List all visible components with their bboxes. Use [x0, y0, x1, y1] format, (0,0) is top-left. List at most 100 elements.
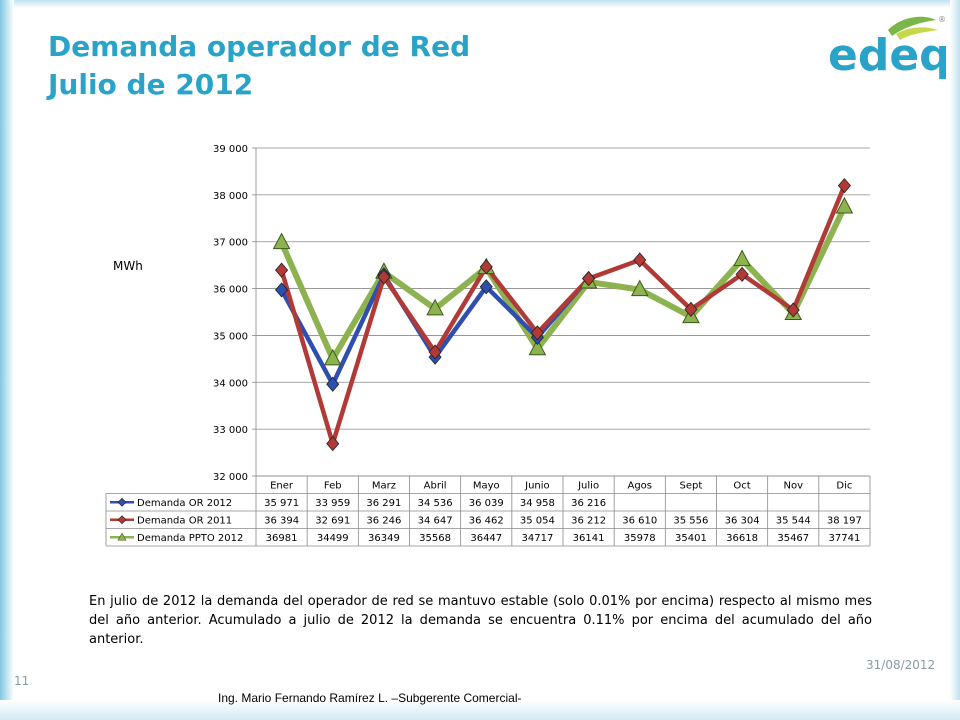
logo-leaf-yellow — [896, 27, 938, 40]
slide-date: 31/08/2012 — [866, 658, 936, 672]
legend-key-marker — [117, 515, 127, 525]
table-value-cell: 32 691 — [315, 515, 350, 526]
table-value-cell: 34499 — [317, 533, 349, 544]
x-category-label: Nov — [783, 481, 803, 492]
edeq-logo: edeq ® — [828, 15, 946, 81]
data-point-marker — [326, 436, 340, 452]
table-value-cell: 37741 — [829, 533, 861, 544]
y-tick-label: 34 000 — [213, 378, 248, 389]
table-value-cell: 36 304 — [725, 515, 760, 526]
page-number: 11 — [14, 674, 30, 688]
x-category-label: Oct — [733, 481, 750, 492]
data-point-marker — [735, 266, 749, 282]
slide-frame-right — [950, 0, 960, 720]
data-point-marker — [530, 325, 544, 341]
data-point-marker — [275, 282, 289, 298]
table-value-cell: 36 462 — [469, 515, 504, 526]
table-value-cell: 36 291 — [366, 498, 401, 509]
table-value-cell: 38 197 — [827, 515, 862, 526]
data-point-marker — [837, 178, 851, 194]
table-value-cell: 36141 — [573, 533, 605, 544]
table-value-cell: 36349 — [368, 533, 400, 544]
data-point-marker — [479, 259, 493, 275]
table-value-cell: 36 610 — [622, 515, 657, 526]
y-tick-label: 32 000 — [213, 472, 248, 483]
table-value-cell: 36447 — [470, 533, 502, 544]
data-point-marker — [275, 262, 289, 278]
logo-text: edeq — [828, 30, 946, 81]
y-tick-label: 37 000 — [213, 238, 248, 249]
x-category-label: Feb — [324, 481, 342, 492]
table-value-cell: 35 054 — [520, 515, 555, 526]
data-point-marker — [528, 338, 547, 356]
slide-frame-bottom — [0, 700, 960, 720]
chart-data-table: Ener Feb Marz Abril Mayo Junio Julio Agos Sept Oc… — [105, 475, 871, 547]
title-line-1: Demanda operador de Red — [48, 30, 471, 63]
table-value-cell: 36 216 — [571, 498, 606, 509]
table-value-cell: 34 536 — [418, 498, 453, 509]
x-category-label: Mayo — [473, 481, 500, 492]
y-tick-label: 39 000 — [213, 144, 248, 155]
table-value-cell: 36618 — [726, 533, 758, 544]
table-value-cell: 34 647 — [418, 515, 453, 526]
table-value-cell: 35467 — [777, 533, 809, 544]
logo-leaf-green — [888, 16, 936, 36]
slide-title: Demanda operador de Red Julio de 2012 — [48, 28, 470, 104]
table-value-cell: 35568 — [419, 533, 451, 544]
data-point-marker — [272, 232, 291, 250]
data-point-marker — [633, 252, 647, 268]
table-value-cell: 35401 — [675, 533, 707, 544]
slide-frame-left — [0, 0, 14, 720]
x-category-label: Junio — [524, 481, 550, 492]
legend-series-name: Demanda PPTO 2012 — [137, 533, 243, 544]
footer-author: Ing. Mario Fernando Ramírez L. –Subgeren… — [218, 691, 522, 705]
y-tick-label: 36 000 — [213, 285, 248, 296]
legend-key-marker — [117, 497, 127, 507]
y-tick-label: 38 000 — [213, 191, 248, 202]
data-point-marker — [377, 269, 391, 285]
y-tick-label: 35 000 — [213, 331, 248, 342]
table-value-cell: 36 246 — [366, 515, 401, 526]
table-value-cell: 35 556 — [673, 515, 708, 526]
data-point-marker — [582, 271, 596, 287]
title-line-2: Julio de 2012 — [48, 68, 254, 101]
legend-series-name: Demanda OR 2012 — [137, 498, 232, 509]
table-value-cell: 35 971 — [264, 498, 299, 509]
x-category-label: Abril — [424, 481, 447, 492]
data-point-marker — [786, 302, 800, 318]
y-axis-label: MWh — [113, 259, 143, 273]
summary-paragraph: En julio de 2012 la demanda del operador… — [89, 594, 872, 647]
series-line-1 — [279, 184, 847, 446]
chart-axes: 32 000 33 000 34 000 35 000 36 000 37 000 38 0… — [213, 144, 257, 483]
x-category-label: Marz — [372, 481, 396, 492]
x-category-label: Agos — [627, 481, 652, 492]
table-value-cell: 33 959 — [315, 498, 350, 509]
registered-mark: ® — [938, 15, 946, 24]
data-point-marker — [428, 344, 442, 360]
x-category-label: Sept — [680, 481, 703, 492]
table-value-cell: 35978 — [624, 533, 656, 544]
data-point-marker — [733, 249, 751, 267]
data-point-marker — [323, 348, 342, 366]
x-category-label: Dic — [836, 481, 852, 492]
legend-series-name: Demanda OR 2011 — [137, 515, 232, 526]
y-tick-label: 33 000 — [213, 425, 248, 436]
series-line-2 — [278, 205, 848, 362]
legend-key-marker — [117, 532, 127, 541]
data-point-marker — [630, 279, 649, 297]
data-point-marker — [684, 301, 698, 317]
data-point-marker — [479, 279, 493, 295]
data-point-marker — [426, 298, 444, 316]
table-value-cell: 34717 — [522, 533, 554, 544]
table-value-cell: 36981 — [266, 533, 298, 544]
chart-series — [272, 178, 854, 452]
slide-frame-top — [0, 0, 960, 8]
table-value-cell: 34 958 — [520, 498, 555, 509]
x-category-label: Julio — [577, 481, 599, 492]
table-value-cell: 36 394 — [264, 515, 299, 526]
table-value-cell: 36 212 — [571, 515, 606, 526]
table-value-cell: 36 039 — [469, 498, 504, 509]
data-point-marker — [835, 196, 854, 214]
data-point-marker — [326, 376, 340, 392]
